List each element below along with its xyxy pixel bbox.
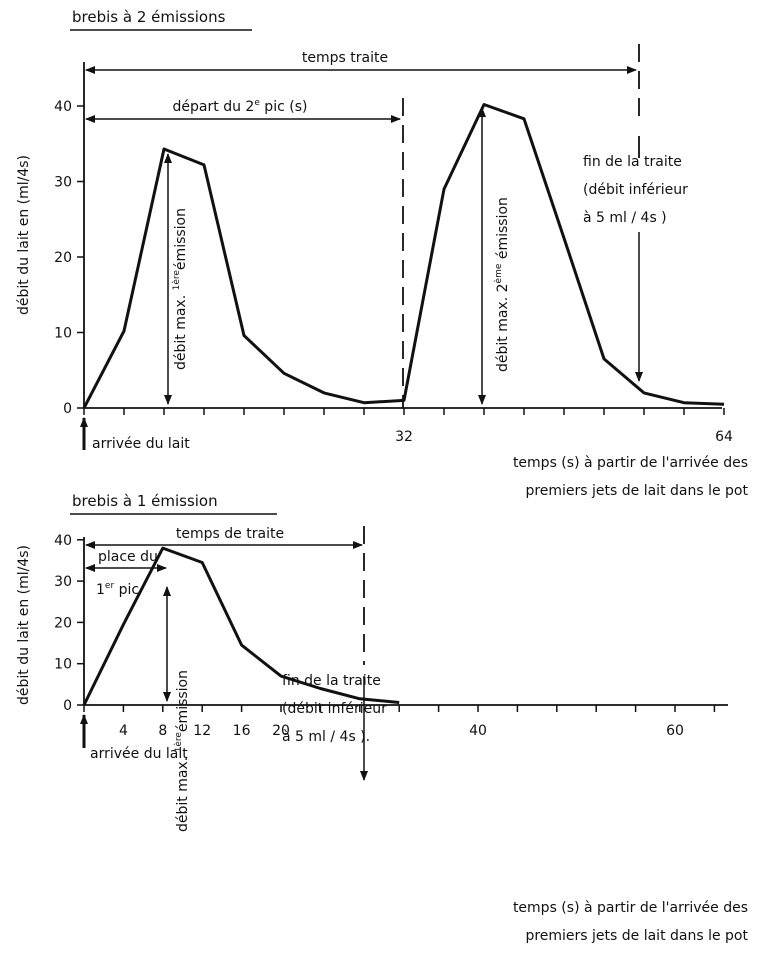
chart2-x-ticks xyxy=(83,705,716,712)
chart1-x-tick-labels: 32 64 xyxy=(395,429,733,445)
chart2-fin-traite-line3: à 5 ml / 4s ). xyxy=(282,729,370,745)
chart1-fin-traite-line2: (débit inférieur xyxy=(583,182,688,198)
chart2-series-line xyxy=(82,546,400,706)
chart2-x-tick-label: 8 xyxy=(158,723,167,739)
chart2-arrivee-label: arrivée du lait xyxy=(90,746,188,762)
chart2-y-ticks: 0 10 20 30 40 xyxy=(54,533,84,714)
chart2-temps-traite-label: temps de traite xyxy=(176,526,284,542)
chart2-x-tick-label: 20 xyxy=(272,723,290,739)
chart2-title: brebis à 1 émission xyxy=(72,492,218,510)
chart2-y-tick-label: 0 xyxy=(63,698,72,714)
chart1-x-ticks xyxy=(83,408,725,415)
chart1-x-axis-label-line2: premiers jets de lait dans le pot xyxy=(525,483,748,499)
chart2-x-tick-label: 40 xyxy=(469,723,487,739)
chart2-x-tick-label: 4 xyxy=(119,723,128,739)
chart2-x-tick-label: 12 xyxy=(193,723,211,739)
chart1-y-tick-label: 10 xyxy=(54,326,72,342)
chart2-x-tick-label: 60 xyxy=(666,723,684,739)
chart1-depart-2e-pic-label: départ du 2e pic (s) xyxy=(173,98,308,115)
chart1-series-line xyxy=(82,103,725,409)
chart2-place-pic-line2: 1er pic xyxy=(96,581,139,598)
chart2-debit-max-label: débit max. 1èreémission xyxy=(173,670,191,832)
chart1-y-ticks: 0 10 20 30 40 xyxy=(54,99,84,417)
chart1-y-tick-label: 0 xyxy=(63,401,72,417)
chart2-place-pic-line1: place du xyxy=(98,549,158,565)
chart1-x-axis-label-line1: temps (s) à partir de l'arrivée des xyxy=(513,455,748,471)
chart1-fin-traite-line3: à 5 ml / 4s ) xyxy=(583,210,667,226)
chart1-title: brebis à 2 émissions xyxy=(72,8,226,26)
chart1-debit-max-2-label: débit max. 2ème émission xyxy=(493,197,511,372)
chart1-x-tick-label: 32 xyxy=(395,429,413,445)
chart2-y-tick-label: 20 xyxy=(54,615,72,631)
chart2-y-tick-label: 30 xyxy=(54,574,72,590)
chart2-x-tick-label: 16 xyxy=(233,723,251,739)
chart2-y-axis-label: débit du lait en (ml/4s) xyxy=(16,545,32,705)
chart1-x-tick-label: 64 xyxy=(715,429,733,445)
chart1-y-tick-label: 30 xyxy=(54,175,72,191)
chart2-x-axis-label-line2: premiers jets de lait dans le pot xyxy=(525,928,748,944)
chart1-fin-traite-line1: fin de la traite xyxy=(583,154,682,170)
chart2-x-tick-labels: 4 8 12 16 20 40 60 xyxy=(119,723,684,739)
chart1-y-tick-label: 40 xyxy=(54,99,72,115)
chart1-y-tick-label: 20 xyxy=(54,250,72,266)
chart2-x-axis-label-line1: temps (s) à partir de l'arrivée des xyxy=(513,900,748,916)
chart2-y-tick-label: 40 xyxy=(54,533,72,549)
chart2-y-tick-label: 10 xyxy=(54,657,72,673)
chart2-fin-traite-line2: (débit inférieur xyxy=(282,701,387,717)
chart-one-emission: brebis à 1 émission 0 10 20 30 40 4 8 12 16 20 40… xyxy=(16,492,748,944)
chart1-arrivee-label: arrivée du lait xyxy=(92,436,190,452)
chart2-fin-traite-line1: fin de la traite xyxy=(282,673,381,689)
chart1-temps-traite-label: temps traite xyxy=(302,50,388,66)
chart1-debit-max-1-label: débit max. 1èreémission xyxy=(171,208,189,370)
chart1-y-axis-label: débit du lait en (ml/4s) xyxy=(16,155,32,315)
chart-two-emissions: brebis à 2 émissions 0 10 20 30 40 32 64 débi… xyxy=(16,8,748,499)
